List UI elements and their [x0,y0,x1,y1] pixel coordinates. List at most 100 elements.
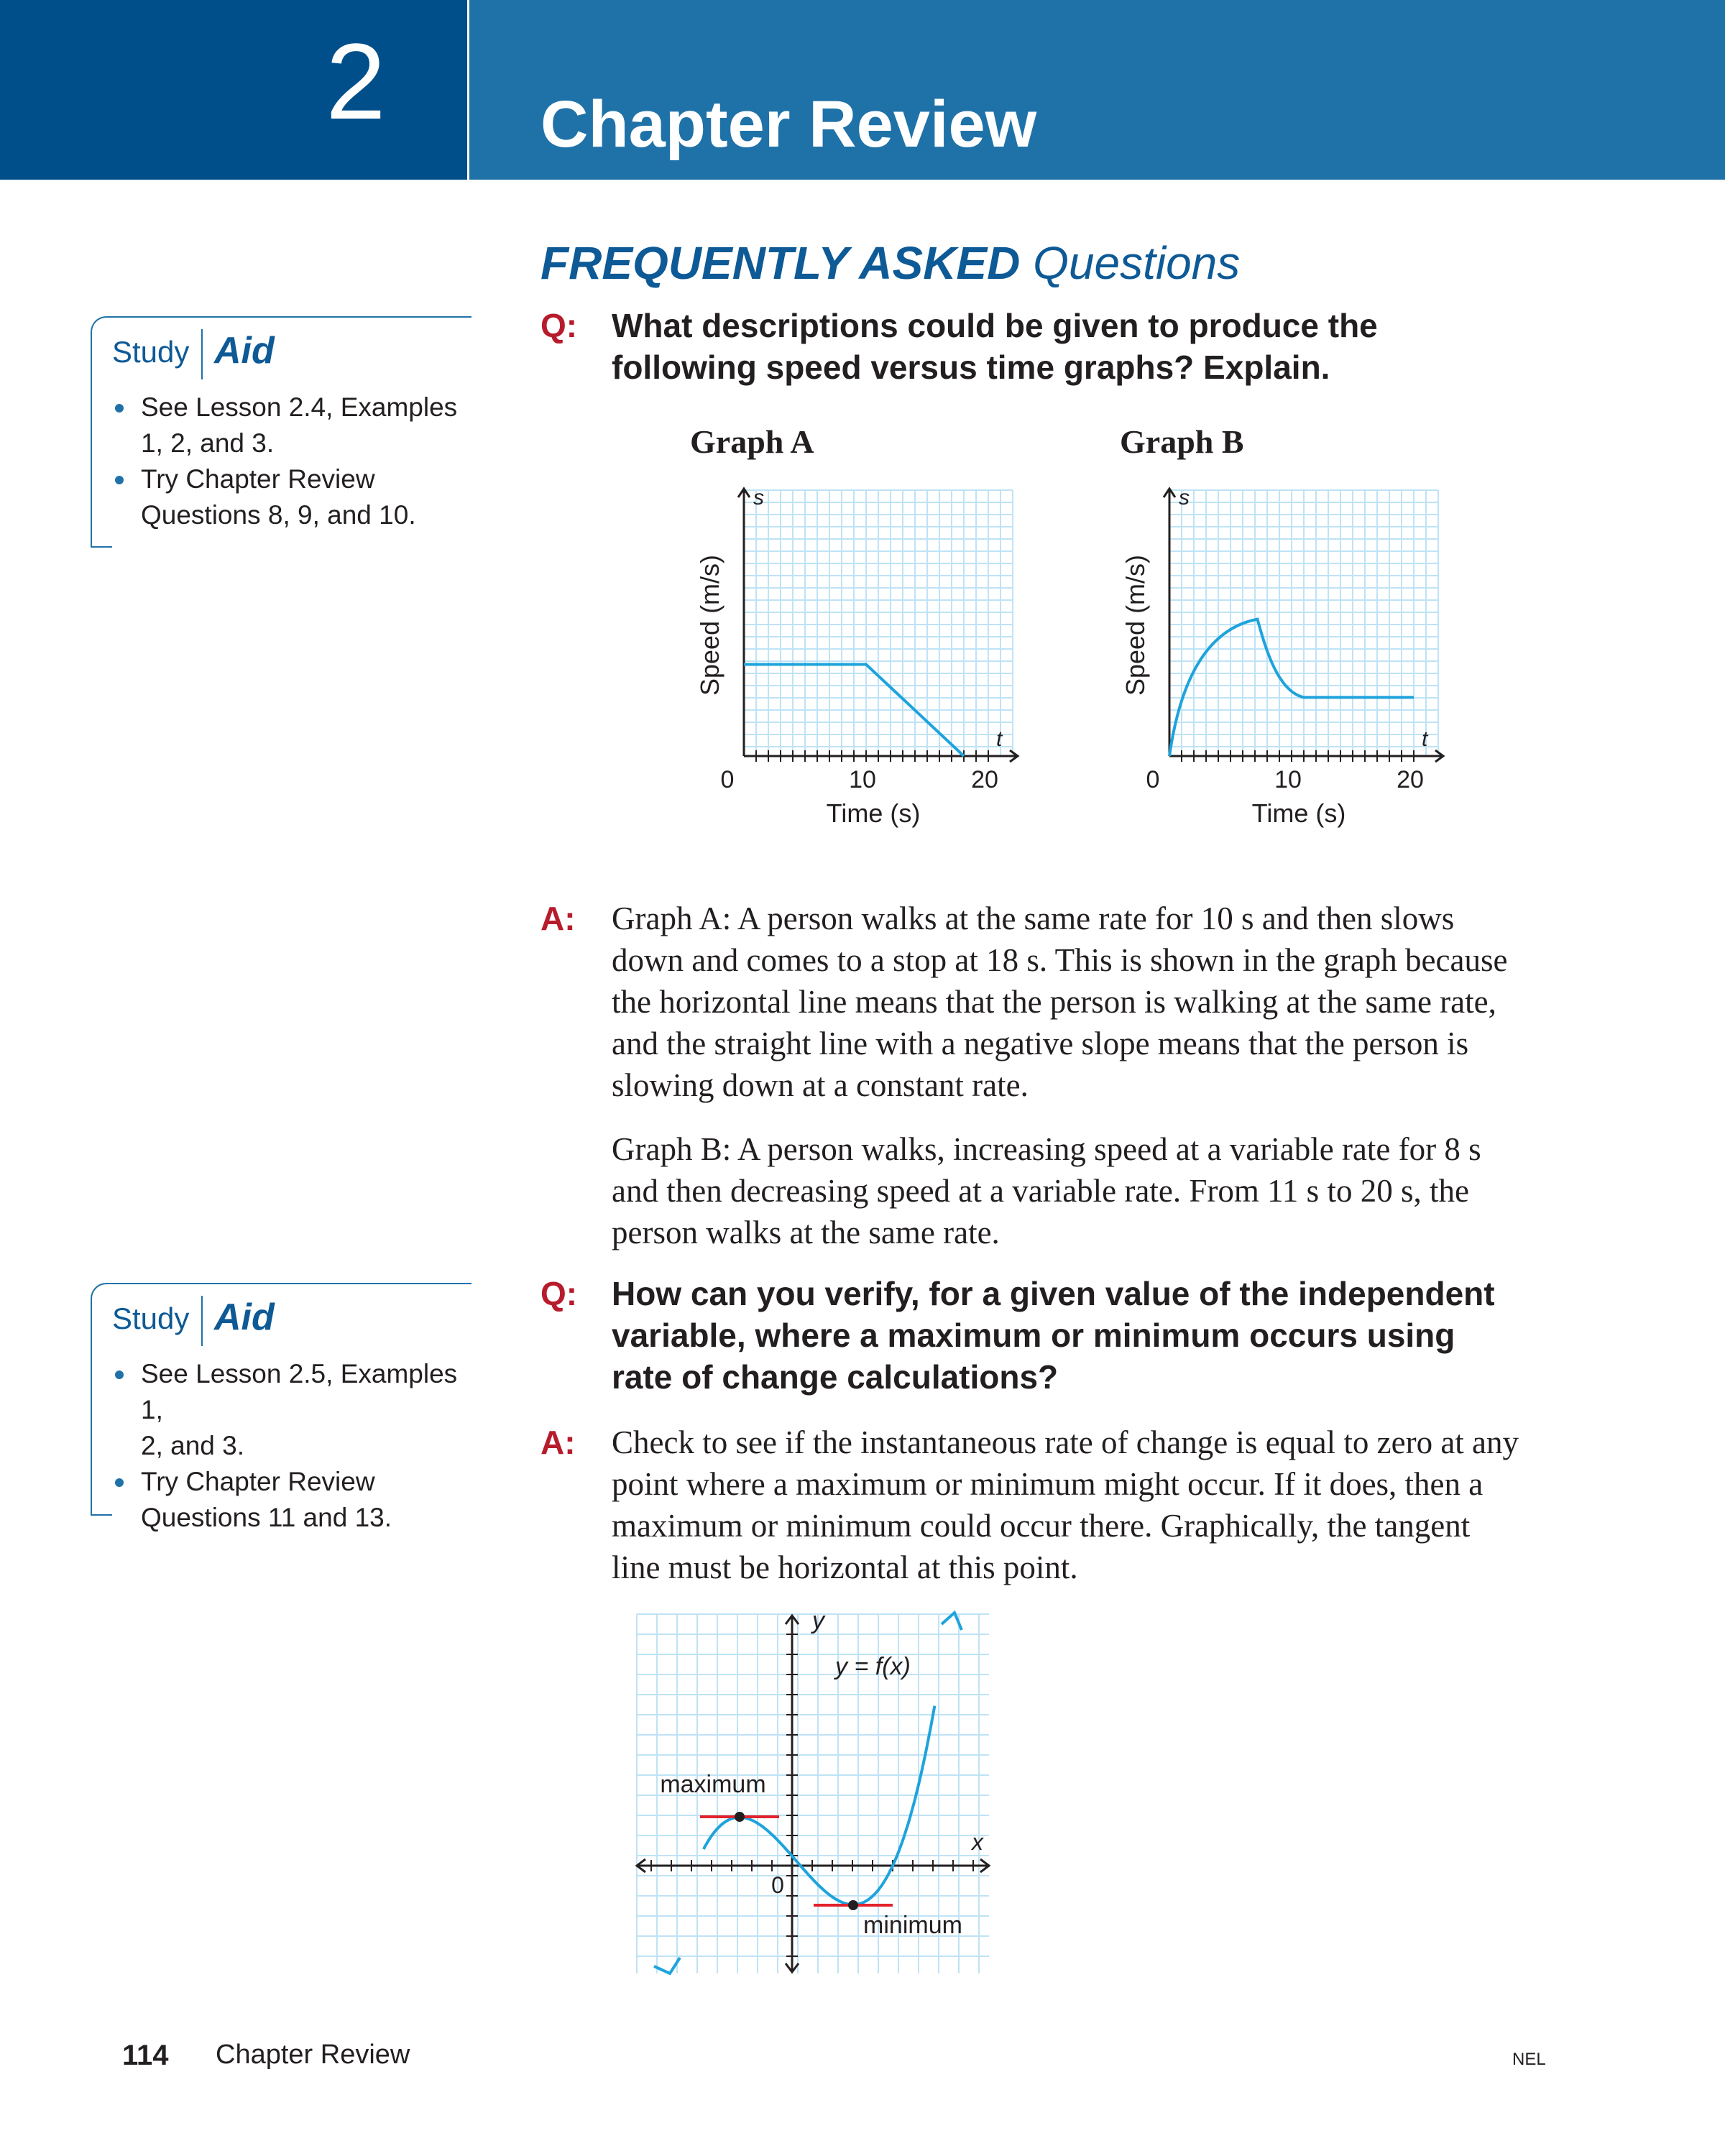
answer-line: line must be horizontal at this point. [612,1549,1078,1585]
study-aid-item-line: Questions 11 and 13. [141,1503,392,1532]
study-aid-tail [91,1497,112,1516]
answer-line: down and comes to a stop at 18 s. This i… [612,942,1508,978]
graph-c-y-arrow-down [784,1963,800,1974]
study-aid-item-line: Questions 8, 9, and 10. [141,500,416,530]
graph-c-origin-label: 0 [771,1872,784,1898]
question-line: How can you verify, for a given value of… [612,1275,1495,1312]
graph-a-tick-10: 10 [849,766,876,793]
graph-c-x-arrow-left [635,1858,646,1874]
graph-c-curve-arrow-top [940,1610,963,1631]
study-aid-item-line: 2, and 3. [141,1431,245,1460]
graph-a-line [744,663,965,757]
graph-a-grid [743,489,1013,756]
graph-b-y-label: Speed (m/s) [1121,555,1150,696]
answer-line: maximum or minimum could occur there. Gr… [612,1508,1471,1544]
study-aid-divider [201,329,203,379]
graph-b-tick-20: 20 [1397,766,1424,793]
study-aid-divider [201,1296,203,1346]
faq-heading: FREQUENTLY ASKED Questions [540,234,1240,292]
answer-line: Check to see if the instantaneous rate o… [612,1424,1519,1460]
header-band-left [0,0,467,180]
graph-c-y-letter: y [811,1607,826,1634]
study-aid-item: Try Chapter Review Questions 8, 9, and 1… [114,461,473,533]
footer-title: Chapter Review [216,2040,410,2070]
study-aid-aid-label: Aid [214,330,275,372]
graph-c-x-letter: x [970,1829,984,1855]
question-2-text: How can you verify, for a given value of… [612,1273,1647,1398]
faq-heading-rest: Questions [1033,237,1241,289]
chapter-number: 2 [326,21,386,142]
answer-line: person walks at the same rate. [612,1215,1000,1250]
question-1-text: What descriptions could be given to prod… [612,305,1632,388]
study-aid-item-line: Try Chapter Review [141,1467,375,1496]
answer-label: A: [540,900,576,937]
study-aid-list: See Lesson 2.4, Examples 1, 2, and 3. Tr… [114,390,473,533]
answer-line: the horizontal line means that the perso… [612,984,1496,1020]
graph-c-y-arrow-up [784,1613,800,1625]
answer-line: Graph A: A person walks at the same rate… [612,900,1455,936]
study-aid-item-line: 1, 2, and 3. [141,428,275,458]
header-band-right [469,0,1725,180]
question-line: variable, where a maximum or minimum occ… [612,1317,1455,1354]
study-aid-item: See Lesson 2.4, Examples 1, 2, and 3. [114,390,473,461]
graph-b-x-label: Time (s) [1252,798,1346,828]
graph-a: s t Speed (m/s) 0 10 20 Time (s) [695,486,1020,828]
graph-b-title: Graph B [1120,423,1244,460]
question-label: Q: [540,1275,578,1312]
answer-2-text: Check to see if the instantaneous rate o… [612,1422,1647,1588]
graph-b-x-arrow [1435,749,1445,763]
graph-b-y-letter: s [1179,486,1190,510]
answer-line: slowing down at a constant rate. [612,1067,1029,1103]
graph-c-curve-arrow-bottom [653,1956,681,1976]
question-line: What descriptions could be given to prod… [612,307,1378,344]
graph-c-min-point [848,1900,858,1910]
study-aid-aid-label: Aid [214,1296,275,1338]
graph-c-function-label: y = f(x) [834,1653,911,1680]
study-aid-box-1: Study Aid See Lesson 2.4, Examples 1, 2,… [91,316,473,548]
graph-a-x-letter: t [996,727,1003,751]
graph-a-title: Graph A [690,423,814,460]
graph-c-minimum-label: minimum [863,1912,962,1939]
graph-b-curve [1168,617,1414,757]
graph-c-maximum-label: maximum [660,1771,765,1798]
graph-c-max-point [735,1812,745,1822]
study-aid-item-line: Try Chapter Review [141,464,375,494]
study-aid-study-label: Study [112,335,190,369]
answer-1-para-1: Graph A: A person walks at the same rate… [612,898,1647,1106]
study-aid-box-2: Study Aid See Lesson 2.5, Examples 1, 2,… [91,1283,472,1532]
answer-line: Graph B: A person walks, increasing spee… [612,1131,1481,1167]
graph-a-x-label: Time (s) [827,798,921,828]
graph-a-y-label: Speed (m/s) [695,555,724,696]
question-line: rate of change calculations? [612,1358,1059,1396]
answer-label: A: [540,1424,576,1461]
graph-a-tick-20: 20 [971,766,998,793]
graph-a-tick-0: 0 [721,766,735,793]
graph-b-grid [1169,489,1439,756]
question-line: following speed versus time graphs? Expl… [612,349,1330,386]
chapter-title: Chapter Review [540,88,1037,161]
graph-b-ticks [1181,750,1414,762]
answer-line: point where a maximum or minimum might o… [612,1466,1484,1502]
question-label: Q: [540,307,578,344]
answer-1-para-2: Graph B: A person walks, increasing spee… [612,1128,1647,1253]
graph-c-ticks [650,1634,974,1957]
study-aid-tail [91,529,112,548]
graph-a-y-arrow [737,487,751,498]
footer-publisher: NEL [1512,2050,1546,2069]
answer-line: and the straight line with a negative sl… [612,1026,1469,1061]
graph-b-y-arrow [1162,487,1177,498]
graph-c-curve [702,1705,937,1907]
study-aid-study-label: Study [112,1302,190,1335]
study-aid-item: Try Chapter Review Questions 11 and 13. [114,1464,473,1536]
study-aid-item-line: See Lesson 2.4, Examples [141,392,458,422]
graph-b-tick-10: 10 [1274,766,1302,793]
faq-heading-bold: FREQUENTLY ASKED [540,237,1021,289]
study-aid-item-line: See Lesson 2.5, Examples 1, [141,1359,458,1424]
graph-a-y-letter: s [753,486,764,510]
study-aid-item: See Lesson 2.5, Examples 1, 2, and 3. [114,1356,473,1464]
graph-max-min: y x y = f(x) 0 maximum minimum [635,1607,991,1976]
answer-line: and then decreasing speed at a variable … [612,1173,1469,1209]
graph-b-x-letter: t [1422,727,1429,751]
study-aid-list: See Lesson 2.5, Examples 1, 2, and 3. Tr… [114,1356,473,1536]
graph-b-tick-0: 0 [1146,766,1160,793]
